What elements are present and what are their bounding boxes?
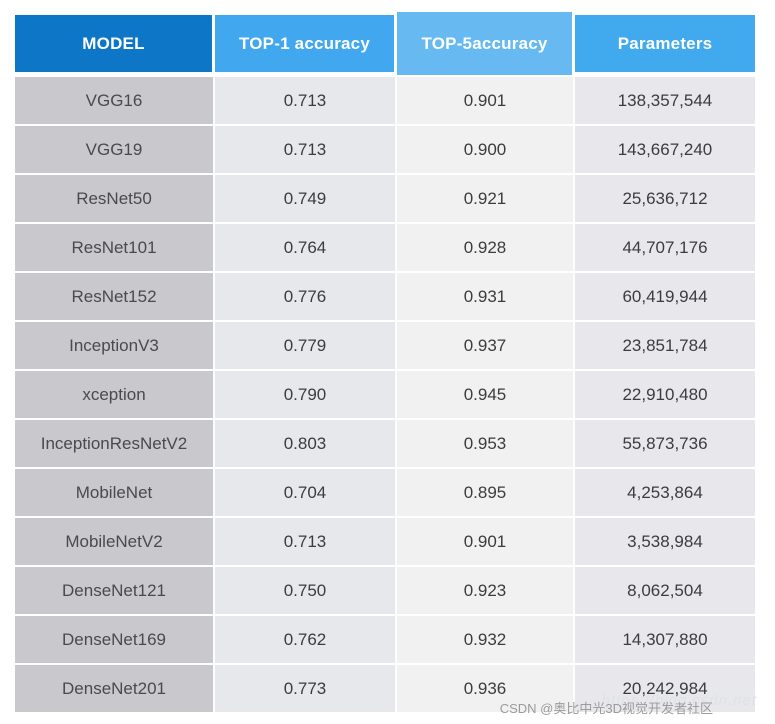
model-comparison-table: MODEL TOP-1 accuracy TOP-5accuracy Param… bbox=[15, 12, 755, 714]
cell-parameters: 25,636,712 bbox=[575, 175, 755, 222]
cell-top5-accuracy: 0.928 bbox=[397, 224, 575, 271]
table-row: VGG19 0.713 0.900 143,667,240 bbox=[15, 126, 755, 173]
cell-top1-accuracy: 0.750 bbox=[215, 567, 397, 614]
cell-parameters: 3,538,984 bbox=[575, 518, 755, 565]
cell-top1-accuracy: 0.764 bbox=[215, 224, 397, 271]
table-row: InceptionV3 0.779 0.937 23,851,784 bbox=[15, 322, 755, 369]
cell-top1-accuracy: 0.762 bbox=[215, 616, 397, 663]
table-row: DenseNet169 0.762 0.932 14,307,880 bbox=[15, 616, 755, 663]
table-row: DenseNet121 0.750 0.923 8,062,504 bbox=[15, 567, 755, 614]
table-row: ResNet152 0.776 0.931 60,419,944 bbox=[15, 273, 755, 320]
cell-model-name: MobileNet bbox=[15, 469, 215, 516]
table-row: xception 0.790 0.945 22,910,480 bbox=[15, 371, 755, 418]
table-row: ResNet50 0.749 0.921 25,636,712 bbox=[15, 175, 755, 222]
cell-model-name: xception bbox=[15, 371, 215, 418]
cell-parameters: 138,357,544 bbox=[575, 77, 755, 124]
table-row: MobileNetV2 0.713 0.901 3,538,984 bbox=[15, 518, 755, 565]
cell-top5-accuracy: 0.953 bbox=[397, 420, 575, 467]
cell-top5-accuracy: 0.931 bbox=[397, 273, 575, 320]
cell-model-name: DenseNet201 bbox=[15, 665, 215, 712]
cell-model-name: InceptionResNetV2 bbox=[15, 420, 215, 467]
csdn-watermark: CSDN @奥比中光3D视觉开发者社区 bbox=[499, 701, 713, 716]
cell-top1-accuracy: 0.803 bbox=[215, 420, 397, 467]
cell-top1-accuracy: 0.749 bbox=[215, 175, 397, 222]
table-row: ResNet101 0.764 0.928 44,707,176 bbox=[15, 224, 755, 271]
table-body: VGG16 0.713 0.901 138,357,544 VGG19 0.71… bbox=[15, 77, 755, 712]
cell-model-name: DenseNet169 bbox=[15, 616, 215, 663]
cell-top1-accuracy: 0.779 bbox=[215, 322, 397, 369]
cell-parameters: 8,062,504 bbox=[575, 567, 755, 614]
cell-top1-accuracy: 0.713 bbox=[215, 518, 397, 565]
cell-top1-accuracy: 0.790 bbox=[215, 371, 397, 418]
cell-top5-accuracy: 0.937 bbox=[397, 322, 575, 369]
cell-model-name: VGG16 bbox=[15, 77, 215, 124]
cell-top5-accuracy: 0.921 bbox=[397, 175, 575, 222]
column-header-top5-accuracy: TOP-5accuracy bbox=[397, 12, 575, 75]
cell-model-name: MobileNetV2 bbox=[15, 518, 215, 565]
cell-top5-accuracy: 0.932 bbox=[397, 616, 575, 663]
cell-top1-accuracy: 0.773 bbox=[215, 665, 397, 712]
cell-parameters: 23,851,784 bbox=[575, 322, 755, 369]
cell-model-name: InceptionV3 bbox=[15, 322, 215, 369]
cell-model-name: DenseNet121 bbox=[15, 567, 215, 614]
table-header-row: MODEL TOP-1 accuracy TOP-5accuracy Param… bbox=[15, 12, 755, 75]
cell-top1-accuracy: 0.713 bbox=[215, 77, 397, 124]
cell-top1-accuracy: 0.704 bbox=[215, 469, 397, 516]
cell-parameters: 4,253,864 bbox=[575, 469, 755, 516]
cell-top5-accuracy: 0.923 bbox=[397, 567, 575, 614]
table-row: VGG16 0.713 0.901 138,357,544 bbox=[15, 77, 755, 124]
column-header-top1-accuracy: TOP-1 accuracy bbox=[215, 15, 397, 72]
cell-top5-accuracy: 0.900 bbox=[397, 126, 575, 173]
cell-top5-accuracy: 0.901 bbox=[397, 518, 575, 565]
cell-parameters: 55,873,736 bbox=[575, 420, 755, 467]
table-row: DenseNet201 0.773 0.936 20,242,984 bbox=[15, 665, 755, 712]
cell-parameters: 44,707,176 bbox=[575, 224, 755, 271]
cell-model-name: ResNet101 bbox=[15, 224, 215, 271]
cell-model-name: VGG19 bbox=[15, 126, 215, 173]
cell-top5-accuracy: 0.945 bbox=[397, 371, 575, 418]
cell-parameters: 22,910,480 bbox=[575, 371, 755, 418]
table-row: InceptionResNetV2 0.803 0.953 55,873,736 bbox=[15, 420, 755, 467]
cell-top5-accuracy: 0.895 bbox=[397, 469, 575, 516]
table-row: MobileNet 0.704 0.895 4,253,864 bbox=[15, 469, 755, 516]
cell-model-name: ResNet50 bbox=[15, 175, 215, 222]
cell-model-name: ResNet152 bbox=[15, 273, 215, 320]
cell-parameters: 60,419,944 bbox=[575, 273, 755, 320]
cell-top5-accuracy: 0.901 bbox=[397, 77, 575, 124]
cell-parameters: 14,307,880 bbox=[575, 616, 755, 663]
cell-parameters: 20,242,984 bbox=[575, 665, 755, 712]
faint-url-watermark: https://blog.csdn.net bbox=[601, 692, 757, 709]
cell-top1-accuracy: 0.713 bbox=[215, 126, 397, 173]
cell-top1-accuracy: 0.776 bbox=[215, 273, 397, 320]
column-header-parameters: Parameters bbox=[575, 15, 755, 72]
column-header-model: MODEL bbox=[15, 15, 215, 72]
cell-top5-accuracy: 0.936 bbox=[397, 665, 575, 712]
cell-parameters: 143,667,240 bbox=[575, 126, 755, 173]
